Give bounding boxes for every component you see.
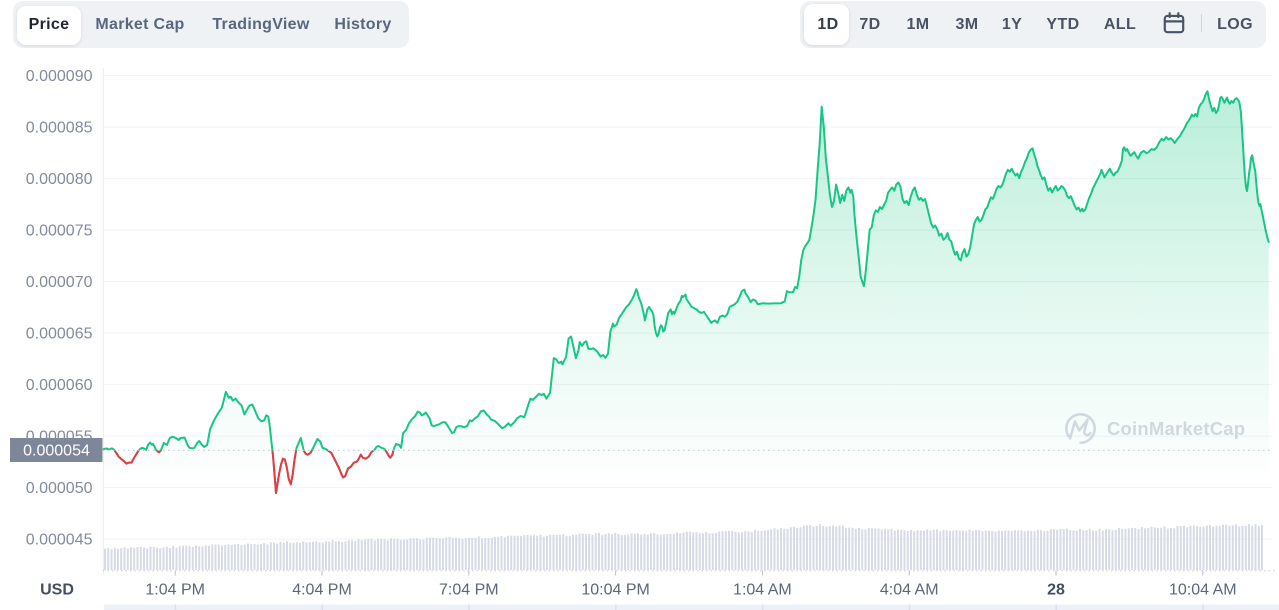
svg-text:10:04 PM: 10:04 PM bbox=[581, 582, 649, 599]
svg-text:0.000070: 0.000070 bbox=[26, 274, 93, 291]
svg-text:1:04 PM: 1:04 PM bbox=[145, 582, 205, 599]
svg-text:0.000090: 0.000090 bbox=[26, 68, 93, 85]
svg-text:0.000054: 0.000054 bbox=[23, 443, 90, 460]
svg-text:4:04 PM: 4:04 PM bbox=[292, 582, 352, 599]
svg-text:USD: USD bbox=[40, 582, 74, 599]
svg-text:0.000075: 0.000075 bbox=[26, 223, 93, 240]
svg-text:0.000055: 0.000055 bbox=[26, 429, 93, 446]
svg-text:7:04 PM: 7:04 PM bbox=[439, 582, 499, 599]
svg-text:10:04 AM: 10:04 AM bbox=[1169, 582, 1237, 599]
svg-text:28: 28 bbox=[1047, 582, 1065, 599]
svg-text:1:04 AM: 1:04 AM bbox=[733, 582, 792, 599]
svg-text:0.000085: 0.000085 bbox=[26, 120, 93, 137]
svg-text:4:04 AM: 4:04 AM bbox=[880, 582, 939, 599]
svg-text:0.000080: 0.000080 bbox=[26, 171, 93, 188]
svg-text:0.000045: 0.000045 bbox=[26, 532, 93, 549]
svg-text:CoinMarketCap: CoinMarketCap bbox=[1107, 418, 1245, 439]
svg-text:0.000065: 0.000065 bbox=[26, 326, 93, 343]
svg-text:0.000050: 0.000050 bbox=[26, 480, 93, 497]
svg-text:0.000060: 0.000060 bbox=[26, 377, 93, 394]
